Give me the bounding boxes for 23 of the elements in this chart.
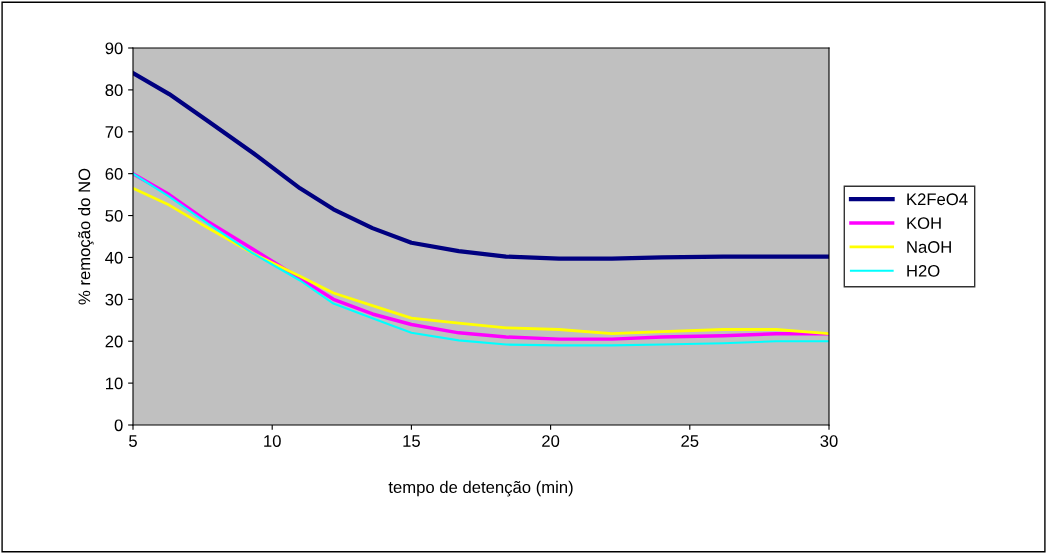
y-tick-label: 90 [105,42,123,55]
x-axis-title: tempo de detenção (min) [388,480,573,497]
line-series [133,71,829,261]
legend-label: NaOH [907,241,951,253]
legend-label: K2FeO4 [907,193,968,206]
y-tick-label: 40 [105,251,123,264]
y-tick-label: 20 [105,335,123,348]
legend-label: KOH [907,217,941,230]
x-tick-label: 10 [264,435,281,447]
x-tick-label: 20 [542,435,560,447]
y-tick-label: 10 [106,377,123,390]
x-tick-label: 15 [403,435,420,447]
legend-label: H2O [907,264,940,277]
x-tick-label: 5 [129,435,137,447]
y-tick-label: 70 [105,126,123,138]
x-tick-label: 30 [820,435,838,447]
y-tick-label: 60 [105,168,123,180]
y-tick-label: 50 [105,209,123,222]
y-axis-title: % remoção do NO [78,168,94,305]
y-tick-label: 0 [114,419,123,432]
y-tick-label: 30 [105,293,123,306]
x-tick-label: 25 [681,435,699,447]
y-tick-label: 80 [105,84,123,97]
